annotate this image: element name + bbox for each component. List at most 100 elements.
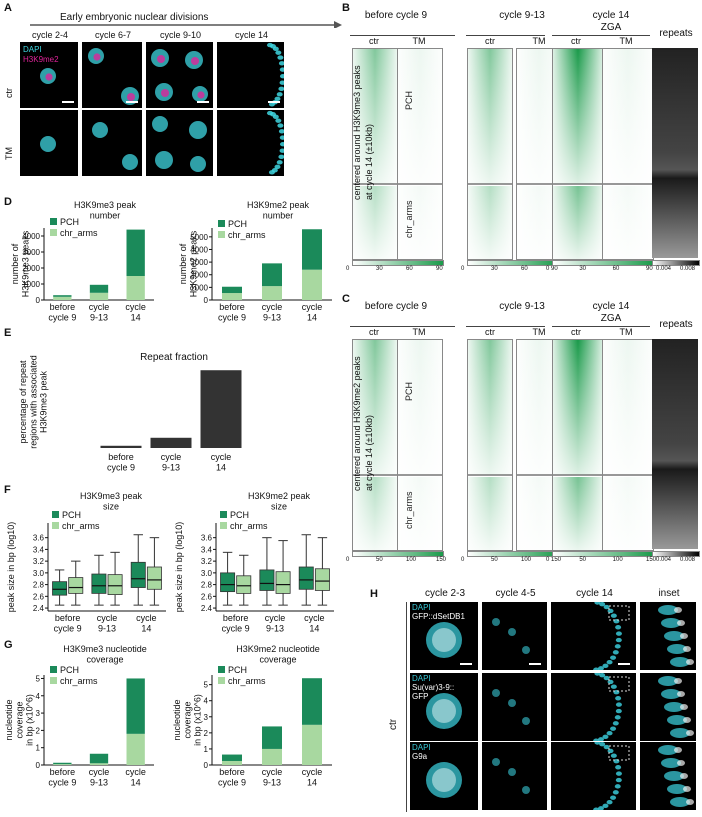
text-line: 0 [204,761,209,770]
heatmap-drawing [398,49,442,259]
x-tick-label: cycle 9-13 [262,302,283,322]
text-line: H3K9me3 peak [74,200,137,210]
text-line: cycle [304,613,325,623]
chart-title: H3K9me3 peak number [74,200,137,220]
x-tick-label: before cycle 9 [218,302,246,322]
nucleus [612,650,619,655]
nucleus [658,676,678,686]
text-line: chr_arms [228,230,266,240]
legend-swatch-chr-arms [50,677,57,684]
repeats-scale-bar [652,551,700,557]
legend-swatch-pch [50,218,57,225]
text-line: H3K9me2 peak [247,200,310,210]
text-line: 5000 [190,233,208,242]
nucleus [615,702,622,707]
bar-chr-arms [302,724,322,765]
text-line: DAPI [23,45,42,54]
micrograph-drawing [152,116,207,172]
stain-label: DAPI [412,603,431,612]
text-line: H3K9me3 peak [80,491,143,501]
nucleus [275,50,282,55]
bar-repeat-fraction [150,437,192,448]
text-line: peak size in bp (log10) [174,522,184,613]
h3k9me2-signal [160,88,170,98]
text-line: 9-13 [263,777,281,787]
column-header: TM [412,36,426,46]
heatmap-ctr [352,339,398,551]
bar-PCH [302,229,322,270]
text-line: 3000 [22,248,40,257]
scale-tick: 0 [346,266,350,272]
nucleus [92,122,108,138]
micrograph [640,602,696,670]
chart-title: H3K9me3 nucleotide coverage [63,644,147,664]
repeats-header: repeats [659,28,693,39]
heatmap-fade [353,186,397,259]
text-line: cycle [161,452,182,462]
nucleus [122,154,138,170]
x-tick-label: before cycle 9 [222,613,250,633]
y-axis-label: number ofH3K9me2 peaks [178,230,198,297]
y-tick-label: 1000 [22,280,40,289]
y-tick-label: 4000 [190,245,208,254]
row-label-pch: PCH [404,381,414,401]
marker-signal [432,768,456,792]
panel-label-b: B [342,2,350,14]
text-line: before [50,302,76,312]
scale-tick: 50 [579,557,587,563]
y-axis-label: nucleotidecoveragein bp (x10^6) [4,694,35,746]
y-tick-label: 3.2 [201,557,213,566]
micrograph [551,602,636,670]
heatmap-ctr [352,48,398,260]
marker-signal [686,799,694,805]
y-tick-label: 5 [36,674,41,683]
legend-label-pch: PCH [62,510,81,520]
heatmap-tm [602,48,654,260]
nucleus [614,644,621,649]
nucleus [610,655,617,660]
nucleus [610,684,617,689]
group-bracket [350,35,455,36]
bar-chr-arms [126,733,145,765]
legend-swatch-pch [220,511,227,518]
scale-tick: 0 [546,266,550,272]
nucleus [278,86,284,92]
nucleus [615,696,622,701]
x-tick-label: before cycle 9 [48,767,76,787]
text-line: 3.6 [201,534,213,543]
heatmap-fade [553,49,603,184]
column-header: TM [412,327,426,337]
text-line: Repeat fraction [140,352,208,363]
x-tick-label: before cycle 9 [107,452,135,472]
marker-signal [683,646,691,652]
heatmap-fade [553,340,603,475]
x-tick-label: before cycle 9 [54,613,82,633]
nucleus [492,618,500,626]
heatmap-fade [468,186,512,259]
y-tick-label: 2 [36,726,41,735]
scale-tick: 50 [491,557,498,563]
text-line: before [55,613,81,623]
y-tick-label: 0 [204,296,209,305]
panel-label-a: A [4,2,12,14]
nucleus [594,673,601,676]
x-tick-label: cycle 9-13 [89,767,110,787]
chart-f-h3k9me3-peak-size: H3K9me3 peak size peak size in bp (log10) 2… [6,491,166,633]
micrograph [640,673,696,741]
text-line: coverage [259,654,296,664]
group-header: cycle 14 [592,301,630,312]
text-line: cycle 9 [107,462,135,472]
y-tick-label: 2.4 [33,604,45,613]
box-chr-arms [236,575,252,594]
heatmap-repeats [652,339,698,549]
text-line: size [271,501,287,511]
micrograph [551,673,636,741]
nucleus [615,625,622,630]
group-header: cycle 9-13 [499,10,545,21]
y-tick-label: 0 [36,761,41,770]
chart-e-repeat-fraction: Repeat fraction percentage of repeatregio… [18,352,242,472]
nucleus [597,666,604,670]
y-tick-label: 3000 [22,248,40,257]
text-line: PCH [62,510,81,520]
